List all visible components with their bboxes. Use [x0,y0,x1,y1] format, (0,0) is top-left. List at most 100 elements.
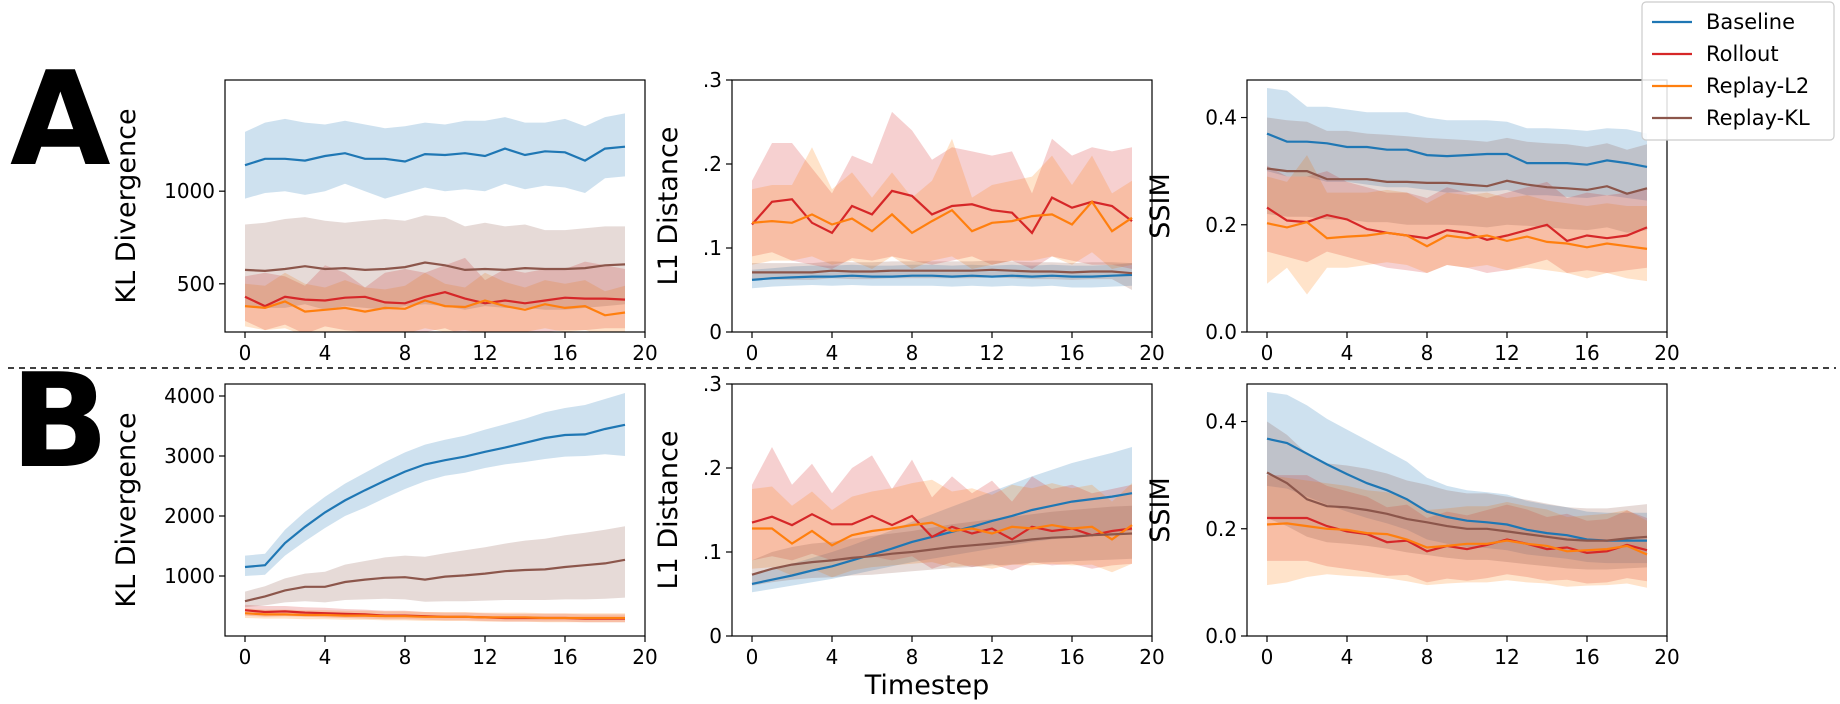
band-replay-kl [245,215,625,310]
x-tick-label: 4 [826,341,839,365]
x-tick-label: 0 [1261,341,1274,365]
x-tick-label: 20 [1139,645,1164,669]
band-rollout [1267,475,1647,584]
series-line-baseline [244,145,626,167]
x-tick-label: 12 [472,645,497,669]
x-tick-label: 16 [1059,341,1084,365]
series-line-replay-kl [751,532,1133,576]
axes-frame [1246,383,1668,637]
series-line-baseline [1266,437,1647,542]
axes-frame [731,79,1153,333]
y-tick-label: .2 [703,152,722,176]
x-tick-label: 16 [1059,645,1084,669]
x-tick-label: 12 [472,341,497,365]
series-line-baseline [751,492,1133,585]
series-line-baseline [1266,132,1648,168]
x-tick-label: 8 [1421,341,1434,365]
y-tick-label: .3 [703,372,722,396]
band-replay-kl [752,505,1132,586]
x-axis-label: Timestep [864,670,989,701]
band-baseline [245,113,625,199]
y-tick-label: 0.2 [1205,517,1237,541]
x-tick-label: 20 [1139,341,1164,365]
legend-label-baseline: Baseline [1706,10,1795,34]
band-baseline [752,447,1132,593]
series-line-rollout [1266,206,1648,243]
series-line-rollout [751,189,1133,235]
series-line-rollout [244,291,626,308]
band-replay-l2 [752,138,1132,269]
x-tick-label: 8 [906,341,919,365]
x-tick-label: 4 [319,341,332,365]
panel-label-b: B [10,345,109,497]
y-tick-label: .2 [703,456,722,480]
series-line-replay-l2 [752,521,1133,547]
series-line-replay-kl [244,558,626,603]
y-axis-label: KL Divergence [111,412,142,607]
x-tick-label: 20 [1654,341,1679,365]
x-tick-label: 0 [1261,645,1274,669]
band-replay-l2 [1267,155,1647,295]
x-tick-label: 12 [1494,645,1519,669]
plots-container: 0 4 8 12 16 20 500 1000 KL Divergence 0 4 8 12 16 20 0.… [111,68,1680,669]
band-rollout [752,111,1132,270]
subplot-a-3: 0 4 8 12 16 20 0.0 0.2 0.4 SSIM [1145,79,1680,365]
y-axis-label: SSIM [1145,477,1176,543]
y-tick-label: 0.0 [1205,320,1237,344]
y-tick-label: .1 [703,540,722,564]
series-line-replay-kl [244,261,626,273]
x-tick-label: 0 [239,341,252,365]
legend-label-replay-kl: Replay-KL [1706,106,1810,130]
x-tick-label: 12 [979,645,1004,669]
subplot-b-3: 0 4 8 12 16 20 0.0 0.2 0.4 SSIM [1145,383,1680,669]
x-tick-label: 20 [632,341,657,365]
y-axis-label: L1 Distance [653,127,684,286]
series-line-replay-kl [752,268,1133,275]
y-axis-label: KL Divergence [111,108,142,303]
series-line-rollout [1267,516,1648,555]
y-tick-label: 3000 [164,444,215,468]
x-tick-label: 4 [826,645,839,669]
series-line-replay-l2 [244,299,626,317]
axes-frame [731,383,1153,637]
axes-frame [224,79,646,333]
x-tick-label: 4 [1341,645,1354,669]
x-tick-label: 4 [319,645,332,669]
subplot-b-2: 0 4 8 12 16 20 0 .1 .2 .3 L1 Distance [653,372,1165,669]
y-tick-label: 4000 [164,384,215,408]
x-tick-label: 16 [552,341,577,365]
series-line-replay-kl [1266,471,1648,542]
panel-label-a: A [10,43,111,195]
y-tick-label: 1000 [164,564,215,588]
series-line-replay-l2 [244,612,625,620]
x-tick-label: 0 [746,341,759,365]
band-baseline [1267,88,1647,201]
y-tick-label: .3 [703,68,722,92]
y-tick-label: 0.4 [1205,106,1237,130]
x-tick-label: 12 [1494,341,1519,365]
legend-box [1641,1,1835,141]
x-tick-label: 8 [906,645,919,669]
band-replay-l2 [1267,475,1647,588]
x-tick-label: 12 [979,341,1004,365]
axes-frame [224,383,646,637]
band-rollout [1267,165,1647,273]
series-line-baseline [244,423,626,569]
y-tick-label: 1000 [164,179,215,203]
series-line-baseline [751,273,1133,281]
y-tick-label: .1 [703,236,722,260]
y-tick-label: 0.2 [1205,213,1237,237]
subplot-a-2: 0 4 8 12 16 20 0 .1 .2 .3 L1 Distance [653,68,1165,365]
band-replay-l2 [752,479,1132,578]
axes-frame [1246,79,1668,333]
series-line-replay-l2 [751,200,1133,235]
x-tick-label: 16 [1574,341,1599,365]
x-tick-label: 4 [1341,341,1354,365]
x-tick-label: 20 [1654,645,1679,669]
legend: Baseline Rollout Replay-L2 Replay-KL [1641,1,1835,141]
y-axis-label: SSIM [1145,173,1176,239]
legend-label-rollout: Rollout [1706,42,1779,66]
band-baseline [245,393,625,576]
x-tick-label: 16 [1574,645,1599,669]
